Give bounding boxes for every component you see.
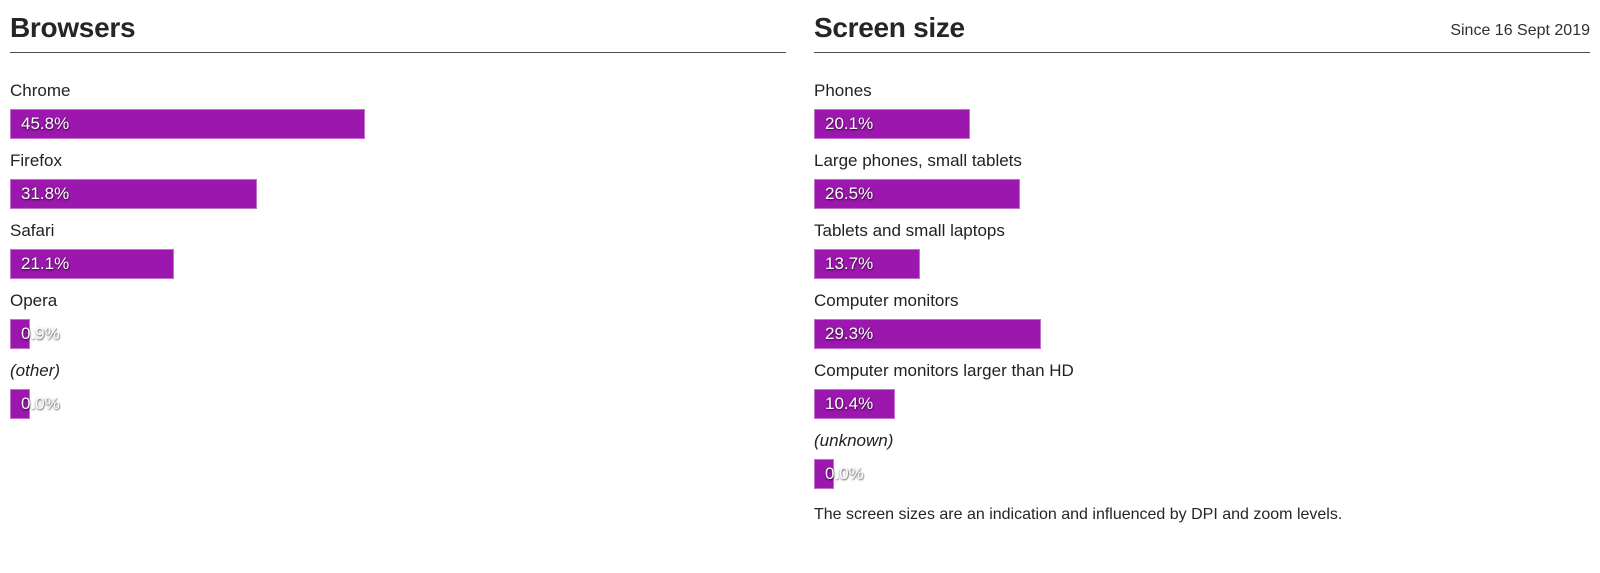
since-date: Since 16 Sept 2019 xyxy=(1450,22,1590,39)
bar-label: Safari xyxy=(10,221,55,240)
bar-chart-screen-size: Phones 20.1% Large phones, small tablets… xyxy=(814,81,1590,489)
bar-value: 45.8% xyxy=(21,114,70,133)
panel-title: Screen size xyxy=(814,12,965,43)
bar-value: 0.0% xyxy=(825,464,864,483)
bar-value: 13.7% xyxy=(825,254,874,273)
bar-value: 0.9% xyxy=(21,324,60,343)
bar-row: Opera 0.9% xyxy=(10,291,786,349)
dashboard: Browsers Chrome 45.8% Firefox 31.8% Safa… xyxy=(10,12,1590,525)
bar-chart-browsers: Chrome 45.8% Firefox 31.8% Safari 21.1% … xyxy=(10,81,786,419)
bar-label: (unknown) xyxy=(814,431,894,450)
bar-value: 21.1% xyxy=(21,254,70,273)
panel-browsers: Browsers Chrome 45.8% Firefox 31.8% Safa… xyxy=(10,12,786,525)
bar-value: 10.4% xyxy=(825,394,874,413)
screen-size-footnote: The screen sizes are an indication and i… xyxy=(814,506,1343,523)
bar-row: Computer monitors larger than HD 10.4% xyxy=(814,361,1590,419)
bar-row: Computer monitors 29.3% xyxy=(814,291,1590,349)
bar-row: Large phones, small tablets 26.5% xyxy=(814,151,1590,209)
bar-row: Phones 20.1% xyxy=(814,81,1590,139)
bar-label: Chrome xyxy=(10,81,71,100)
bar-row: (unknown) 0.0% xyxy=(814,431,1590,489)
bar-value: 26.5% xyxy=(825,184,874,203)
bar-row: Tablets and small laptops 13.7% xyxy=(814,221,1590,279)
panel-header: Screen size Since 16 Sept 2019 xyxy=(814,12,1590,53)
panel-screen-size: Screen size Since 16 Sept 2019 Phones 20… xyxy=(814,12,1590,525)
bar-label: Large phones, small tablets xyxy=(814,151,1022,170)
bar-label: Computer monitors xyxy=(814,291,959,310)
bar-label: Phones xyxy=(814,81,872,100)
bar-value: 31.8% xyxy=(21,184,70,203)
bar: 26.5% xyxy=(814,179,1020,209)
bar: 13.7% xyxy=(814,249,921,279)
bar: 21.1% xyxy=(10,249,174,279)
panel-title: Browsers xyxy=(10,12,136,43)
bar-row: Firefox 31.8% xyxy=(10,151,786,209)
bar: 29.3% xyxy=(814,319,1042,349)
bar-label: Computer monitors larger than HD xyxy=(814,361,1074,380)
bar-label: (other) xyxy=(10,361,61,380)
bar: 45.8% xyxy=(10,109,366,139)
bar: 0.9% xyxy=(10,319,60,349)
bar-row: (other) 0.0% xyxy=(10,361,786,419)
bar: 0.0% xyxy=(10,389,60,419)
bar-label: Opera xyxy=(10,291,58,310)
bar-row: Safari 21.1% xyxy=(10,221,786,279)
bar: 20.1% xyxy=(814,109,970,139)
bar-value: 0.0% xyxy=(21,394,60,413)
bar-value: 29.3% xyxy=(825,324,874,343)
bar-label: Tablets and small laptops xyxy=(814,221,1005,240)
bar: 31.8% xyxy=(10,179,257,209)
bar: 10.4% xyxy=(814,389,895,419)
panel-header: Browsers xyxy=(10,12,786,53)
bar: 0.0% xyxy=(814,459,864,489)
bar-row: Chrome 45.8% xyxy=(10,81,786,139)
bar-value: 20.1% xyxy=(825,114,874,133)
bar-label: Firefox xyxy=(10,151,62,170)
